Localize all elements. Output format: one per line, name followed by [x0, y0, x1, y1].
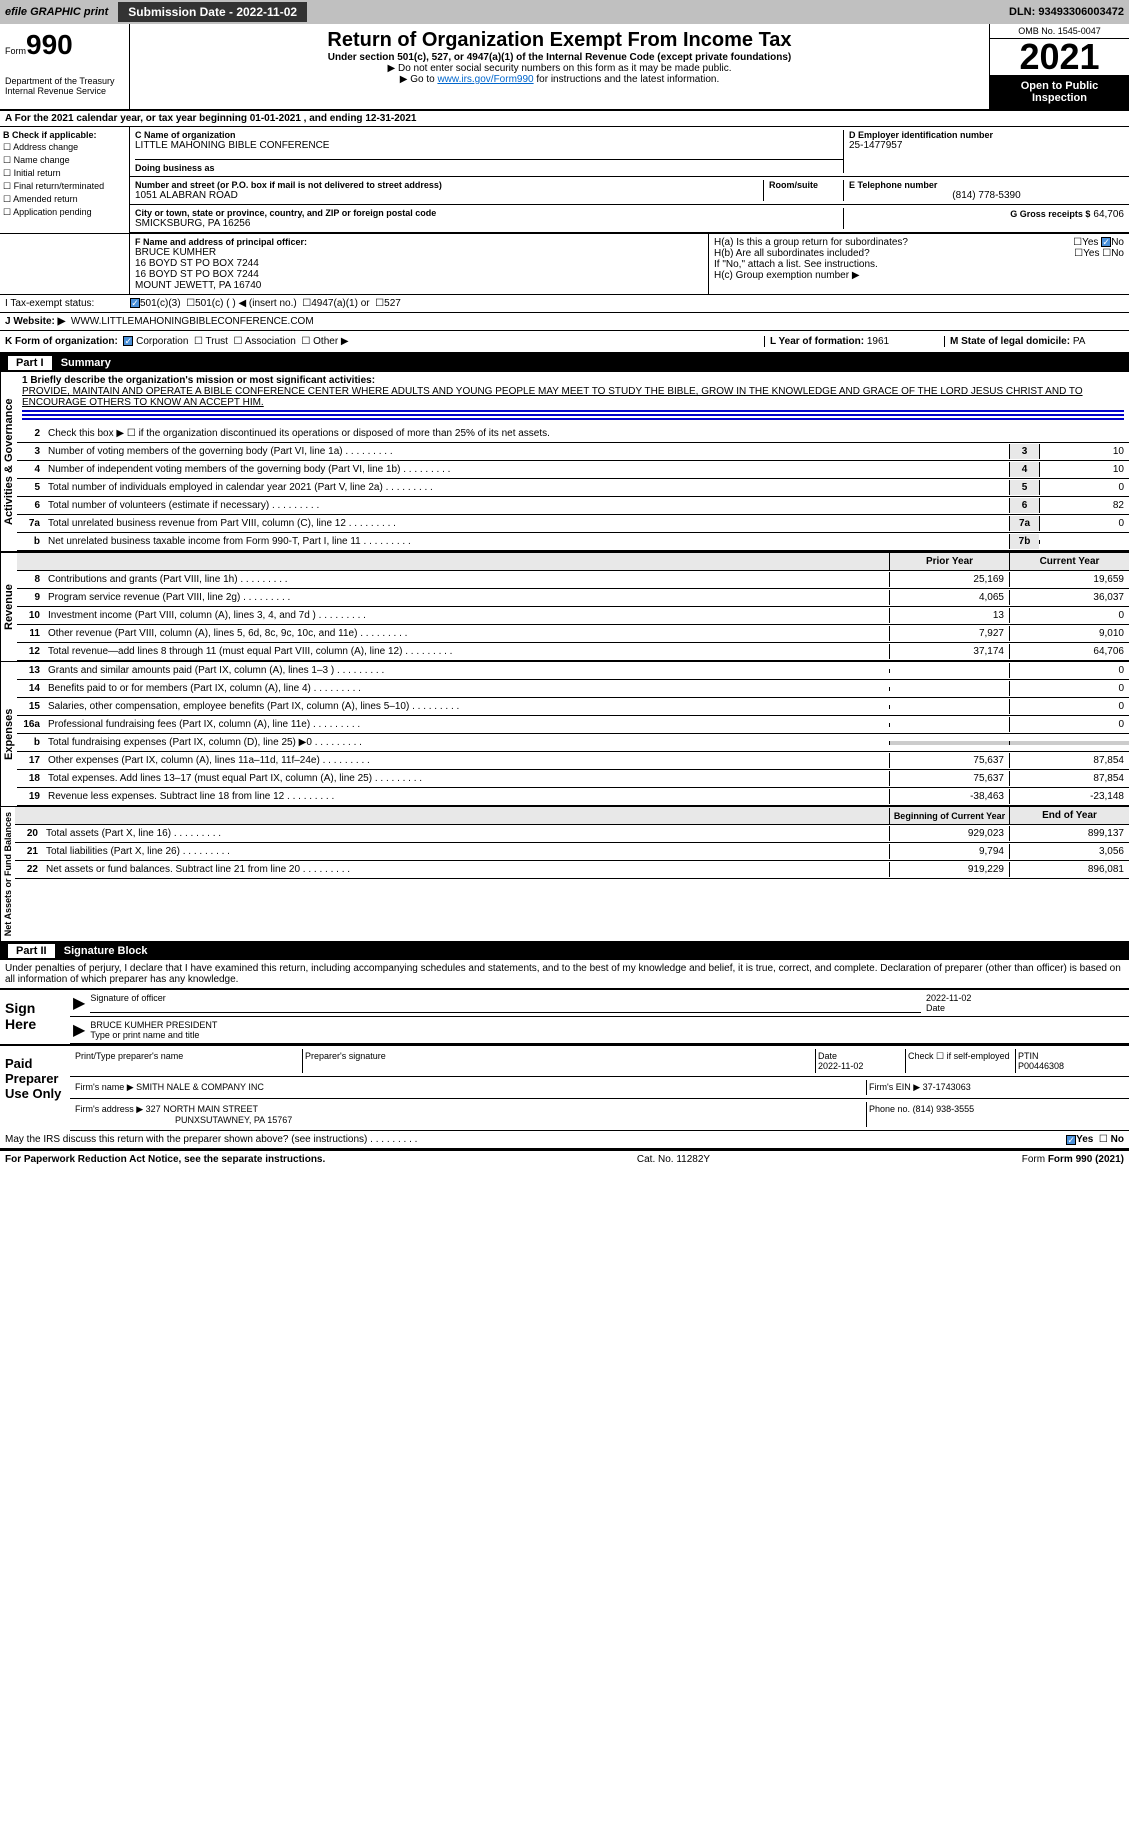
revenue-label: Revenue	[0, 553, 17, 661]
header-bar: efile GRAPHIC print Submission Date - 20…	[0, 0, 1129, 24]
discuss-yes[interactable]	[1066, 1135, 1076, 1145]
inspection-label: Open to Public Inspection	[990, 75, 1129, 109]
summary-line: bNet unrelated business taxable income f…	[17, 533, 1129, 551]
ptin: P00446308	[1018, 1061, 1064, 1071]
officer-print-name: BRUCE KUMHER PRESIDENT	[90, 1020, 1121, 1030]
dln-label: DLN: 93493306003472	[1009, 6, 1124, 18]
irs-label: Internal Revenue Service	[5, 86, 124, 96]
form-title: Return of Organization Exempt From Incom…	[135, 29, 984, 52]
footer: For Paperwork Reduction Act Notice, see …	[0, 1150, 1129, 1168]
corp-check[interactable]	[123, 336, 133, 346]
summary-line: 3Number of voting members of the governi…	[17, 443, 1129, 461]
form-header: Form990 Department of the Treasury Inter…	[0, 24, 1129, 111]
check-final[interactable]: ☐ Final return/terminated	[3, 181, 126, 192]
summary-line: 4Number of independent voting members of…	[17, 461, 1129, 479]
city: SMICKSBURG, PA 16256	[135, 218, 843, 229]
asset-line: 20Total assets (Part X, line 16)929,0238…	[15, 825, 1129, 843]
form-note2: ▶ Go to www.irs.gov/Form990 for instruct…	[135, 74, 984, 85]
org-name: LITTLE MAHONING BIBLE CONFERENCE	[135, 140, 843, 151]
expense-line: 15Salaries, other compensation, employee…	[17, 698, 1129, 716]
form-note1: ▶ Do not enter social security numbers o…	[135, 63, 984, 74]
part1-header: Part I Summary	[0, 354, 1129, 372]
firm-name: SMITH NALE & COMPANY INC	[136, 1082, 264, 1092]
firm-phone: (814) 938-3555	[913, 1104, 975, 1114]
revenue-line: 12Total revenue—add lines 8 through 11 (…	[17, 643, 1129, 661]
website: WWW.LITTLEMAHONINGBIBLECONFERENCE.COM	[71, 316, 314, 327]
summary-line: 5Total number of individuals employed in…	[17, 479, 1129, 497]
dept-label: Department of the Treasury	[5, 76, 124, 86]
state: PA	[1073, 336, 1086, 347]
year-formed: 1961	[867, 336, 889, 347]
netassets-label: Net Assets or Fund Balances	[0, 807, 15, 941]
form-prefix: Form	[5, 46, 26, 56]
firm-addr: 327 NORTH MAIN STREET	[146, 1104, 258, 1114]
revenue-line: 11Other revenue (Part VIII, column (A), …	[17, 625, 1129, 643]
gross-receipts: 64,706	[1093, 209, 1124, 220]
check-amended[interactable]: ☐ Amended return	[3, 194, 126, 205]
mission: PROVIDE, MAINTAIN AND OPERATE A BIBLE CO…	[22, 386, 1124, 408]
phone: (814) 778-5390	[849, 190, 1124, 201]
period-row: A For the 2021 calendar year, or tax yea…	[0, 111, 1129, 127]
check-name[interactable]: ☐ Name change	[3, 155, 126, 166]
check-address[interactable]: ☐ Address change	[3, 142, 126, 153]
form-subtitle: Under section 501(c), 527, or 4947(a)(1)…	[135, 52, 984, 63]
expense-line: 16aProfessional fundraising fees (Part I…	[17, 716, 1129, 734]
revenue-line: 8Contributions and grants (Part VIII, li…	[17, 571, 1129, 589]
street: 1051 ALABRAN ROAD	[135, 190, 763, 201]
expense-line: bTotal fundraising expenses (Part IX, co…	[17, 734, 1129, 752]
form-link[interactable]: www.irs.gov/Form990	[437, 74, 533, 85]
sign-here-label: Sign Here	[0, 990, 70, 1044]
tax-year: 2021	[990, 39, 1129, 75]
check-pending[interactable]: ☐ Application pending	[3, 207, 126, 218]
part2-header: Part II Signature Block	[0, 942, 1129, 960]
expenses-label: Expenses	[0, 662, 17, 806]
paid-preparer-label: Paid Preparer Use Only	[0, 1046, 70, 1131]
expense-line: 18Total expenses. Add lines 13–17 (must …	[17, 770, 1129, 788]
expense-line: 17Other expenses (Part IX, column (A), l…	[17, 752, 1129, 770]
efile-label: efile GRAPHIC print	[5, 6, 108, 18]
summary-line: 7aTotal unrelated business revenue from …	[17, 515, 1129, 533]
asset-line: 22Net assets or fund balances. Subtract …	[15, 861, 1129, 879]
group-return-no[interactable]	[1101, 237, 1111, 247]
expense-line: 14Benefits paid to or for members (Part …	[17, 680, 1129, 698]
expense-line: 13Grants and similar amounts paid (Part …	[17, 662, 1129, 680]
form-number: 990	[26, 29, 73, 60]
revenue-line: 9Program service revenue (Part VIII, lin…	[17, 589, 1129, 607]
check-initial[interactable]: ☐ Initial return	[3, 168, 126, 179]
501c3-check[interactable]	[130, 298, 140, 308]
governance-label: Activities & Governance	[0, 372, 17, 551]
declaration: Under penalties of perjury, I declare th…	[0, 960, 1129, 988]
summary-line: 6Total number of volunteers (estimate if…	[17, 497, 1129, 515]
revenue-line: 10Investment income (Part VIII, column (…	[17, 607, 1129, 625]
asset-line: 21Total liabilities (Part X, line 26)9,7…	[15, 843, 1129, 861]
expense-line: 19Revenue less expenses. Subtract line 1…	[17, 788, 1129, 806]
officer-name: BRUCE KUMHER	[135, 247, 703, 258]
submission-date-button[interactable]: Submission Date - 2022-11-02	[118, 2, 307, 22]
ein: 25-1477957	[849, 140, 1124, 151]
arrow-icon: ▶	[73, 993, 85, 1013]
firm-ein: 37-1743063	[923, 1082, 971, 1092]
arrow-icon: ▶	[73, 1020, 85, 1040]
section-b: B Check if applicable: ☐ Address change …	[0, 127, 130, 233]
